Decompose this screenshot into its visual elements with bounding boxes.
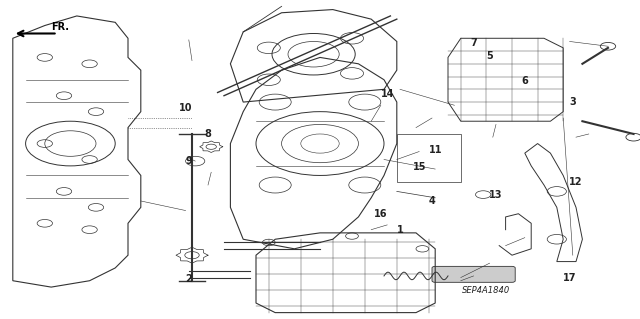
Text: 5: 5 [486,51,493,61]
Text: 3: 3 [570,97,576,107]
Text: 14: 14 [380,89,394,99]
Text: 11: 11 [428,145,442,155]
FancyBboxPatch shape [432,266,515,282]
Text: 7: 7 [470,38,477,48]
Text: 13: 13 [489,189,503,200]
Text: 15: 15 [412,162,426,173]
Text: 10: 10 [179,103,193,114]
Text: 8: 8 [205,129,211,139]
Text: 6: 6 [522,76,528,86]
Text: FR.: FR. [51,22,69,32]
Text: SEP4A1840: SEP4A1840 [462,286,511,295]
Text: 4: 4 [429,196,435,206]
Text: 9: 9 [186,156,192,166]
Text: 1: 1 [397,225,403,235]
Text: 2: 2 [186,274,192,284]
Text: 16: 16 [374,209,388,219]
Text: 17: 17 [563,272,577,283]
Text: 12: 12 [569,177,583,187]
